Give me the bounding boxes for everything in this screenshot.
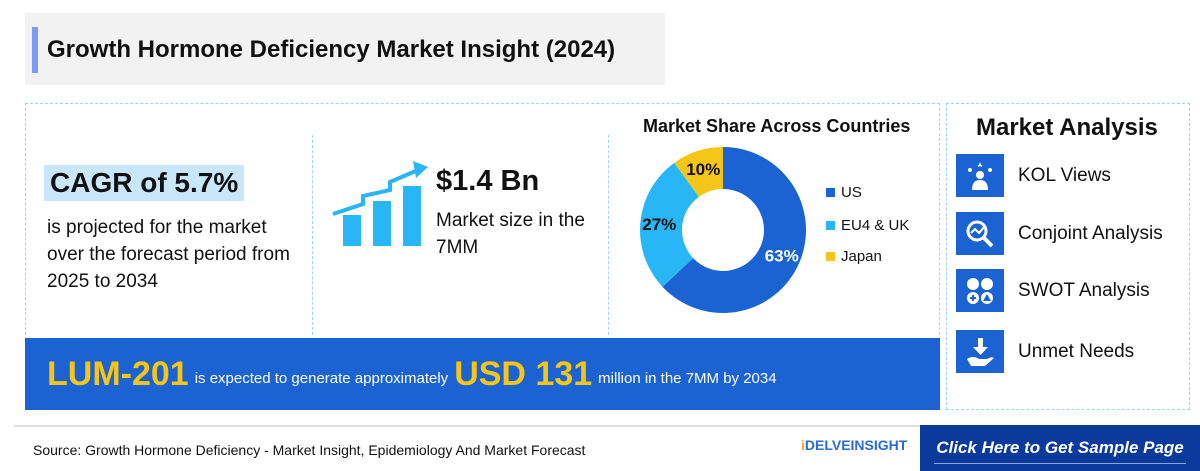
legend-swatch	[826, 252, 835, 261]
legend-us: US	[826, 184, 862, 201]
legend-japan: Japan	[826, 248, 882, 265]
source-text: Source: Growth Hormone Deficiency - Mark…	[33, 442, 586, 458]
cagr-headline: CAGR of 5.7%	[44, 165, 245, 201]
divider	[608, 135, 609, 335]
legend-eu4-uk: EU4 & UK	[826, 217, 909, 234]
drug-name: LUM-201	[47, 354, 189, 393]
legend-label: EU4 & UK	[841, 217, 910, 234]
donut-chart: 63% 27% 10%	[640, 147, 806, 313]
analysis-icon	[956, 212, 1004, 255]
revenue-amount: USD 131	[454, 354, 593, 393]
item-label: Conjoint Analysis	[1018, 222, 1163, 244]
item-label: SWOT Analysis	[1018, 279, 1150, 301]
slice-label: 27%	[642, 215, 676, 234]
kol-icon	[956, 154, 1004, 197]
banner-text: is expected to generate approximately	[194, 369, 449, 387]
market-analysis-swot[interactable]: SWOT Analysis	[956, 269, 1150, 312]
logo-mark: i	[801, 437, 805, 453]
legend-label: Japan	[841, 248, 882, 265]
market-analysis-panel	[946, 103, 1190, 410]
market-analysis-kol-views[interactable]: KOL Views	[956, 154, 1111, 197]
forecast-banner: LUM-201 is expected to generate approxim…	[25, 338, 940, 410]
slice-eu4-uk	[640, 162, 699, 287]
market-size-text: Market size in the 7MM	[436, 210, 585, 258]
slice-japan	[674, 147, 723, 197]
page-title: Growth Hormone Deficiency Market Insight…	[47, 36, 616, 63]
cagr-text: is projected for the market over the for…	[47, 217, 290, 292]
title-accent-bar	[32, 27, 38, 73]
chart-title: Market Share Across Countries	[643, 116, 911, 136]
banner-text: million in the 7MM by 2034	[598, 369, 777, 387]
legend-swatch	[826, 188, 835, 197]
divider	[312, 135, 313, 335]
swot-icon	[956, 269, 1004, 312]
item-label: KOL Views	[1018, 164, 1111, 186]
logo-text: DELVEINSIGHT	[804, 437, 908, 453]
legend-swatch	[826, 221, 835, 230]
delveinsight-logo: iDELVEINSIGHT	[801, 437, 907, 453]
market-analysis-conjoint[interactable]: Conjoint Analysis	[956, 212, 1163, 255]
slice-label: 63%	[765, 246, 799, 265]
growth-chart-icon	[332, 161, 428, 246]
title-box	[25, 13, 665, 85]
item-label: Unmet Needs	[1018, 340, 1135, 362]
get-sample-page-button[interactable]: Click Here to Get Sample Page	[920, 425, 1200, 471]
footer-divider	[14, 425, 920, 427]
slice-label: 10%	[686, 160, 720, 179]
unmet-needs-icon	[956, 330, 1004, 373]
market-analysis-unmet-needs[interactable]: Unmet Needs	[956, 330, 1134, 373]
market-size-value: $1.4 Bn	[436, 165, 540, 197]
legend-label: US	[841, 184, 862, 201]
market-analysis-title: Market Analysis	[976, 114, 1158, 141]
slice-us	[662, 147, 806, 313]
